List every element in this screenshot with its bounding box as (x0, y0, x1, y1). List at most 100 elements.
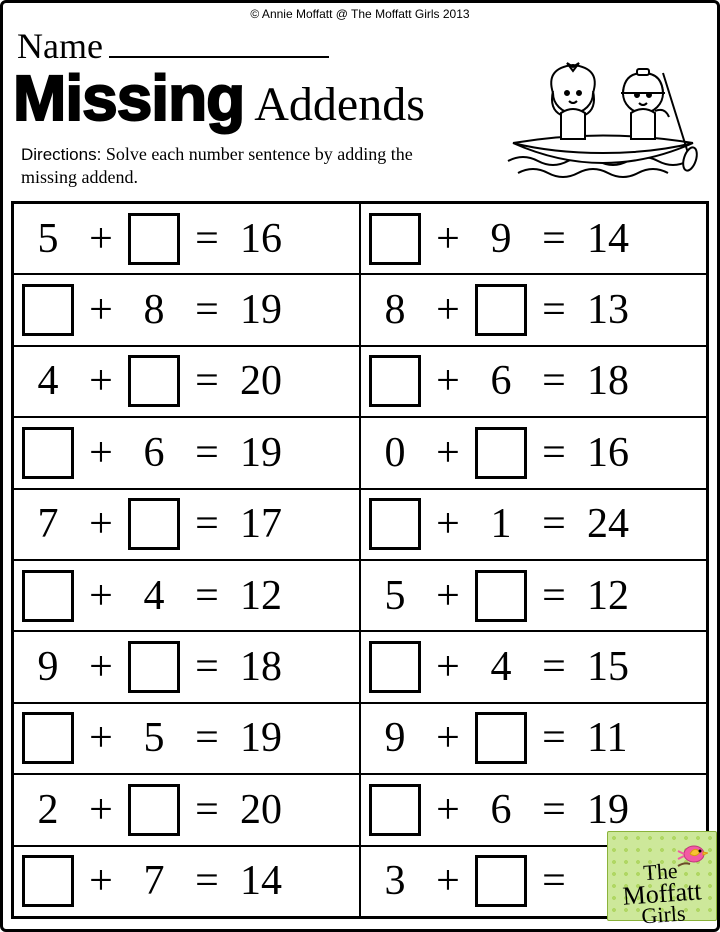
plus-sign: + (431, 429, 465, 477)
equals-sign: = (537, 857, 571, 905)
problem-cell: 5+=12 (360, 560, 707, 631)
equals-sign: = (190, 429, 224, 477)
addend-input-box[interactable] (369, 213, 421, 265)
plus-sign: + (431, 786, 465, 834)
equals-sign: = (190, 572, 224, 620)
addend-value: 4 (475, 641, 527, 693)
addend-value: 6 (475, 355, 527, 407)
addend-value: 1 (475, 498, 527, 550)
plus-sign: + (431, 215, 465, 263)
sum-value: 14 (581, 215, 698, 263)
sum-value: 20 (234, 786, 351, 834)
addend-value: 9 (475, 213, 527, 265)
sum-value: 20 (234, 357, 351, 405)
addend-input-box[interactable] (475, 855, 527, 907)
plus-sign: + (84, 500, 118, 548)
sum-value: 24 (581, 500, 698, 548)
addend-value: 8 (128, 284, 180, 336)
addend-input-box[interactable] (369, 355, 421, 407)
problem-cell: +1=24 (360, 489, 707, 560)
plus-sign: + (84, 572, 118, 620)
addend-input-box[interactable] (369, 641, 421, 693)
problem-cell: 2+ =20 (13, 774, 360, 845)
problem-cell: +9=14 (360, 203, 707, 274)
problem-cell: +5=19 (13, 703, 360, 774)
problem-cell: 9+ =18 (13, 631, 360, 702)
plus-sign: + (431, 643, 465, 691)
addend-value: 5 (128, 712, 180, 764)
equals-sign: = (537, 357, 571, 405)
equals-sign: = (190, 357, 224, 405)
sum-value: 19 (581, 786, 698, 834)
equals-sign: = (190, 215, 224, 263)
directions-label: Directions: (21, 145, 101, 164)
plus-sign: + (84, 857, 118, 905)
equals-sign: = (190, 500, 224, 548)
plus-sign: + (431, 572, 465, 620)
plus-sign: + (84, 714, 118, 762)
problem-cell: 7+=17 (13, 489, 360, 560)
plus-sign: + (431, 714, 465, 762)
equals-sign: = (190, 643, 224, 691)
addend-input-box[interactable] (128, 355, 180, 407)
equals-sign: = (537, 572, 571, 620)
problem-cell: 8+ =13 (360, 274, 707, 345)
addend-input-box[interactable] (128, 641, 180, 693)
addend-value: 9 (22, 641, 74, 693)
addend-input-box[interactable] (128, 498, 180, 550)
addend-value: 4 (22, 355, 74, 407)
addend-value: 3 (369, 855, 421, 907)
addend-value: 9 (369, 712, 421, 764)
equals-sign: = (537, 286, 571, 334)
sum-value: 19 (234, 429, 351, 477)
addend-input-box[interactable] (22, 570, 74, 622)
addend-input-box[interactable] (369, 784, 421, 836)
sum-value: 17 (234, 500, 351, 548)
addend-input-box[interactable] (475, 284, 527, 336)
addend-input-box[interactable] (475, 712, 527, 764)
plus-sign: + (431, 357, 465, 405)
problem-cell: +6=18 (360, 346, 707, 417)
sum-value: 11 (581, 714, 698, 762)
plus-sign: + (84, 643, 118, 691)
addend-input-box[interactable] (369, 498, 421, 550)
addend-input-box[interactable] (475, 570, 527, 622)
problem-cell: 0+=16 (360, 417, 707, 488)
sum-value: 19 (234, 286, 351, 334)
plus-sign: + (84, 357, 118, 405)
addend-input-box[interactable] (22, 855, 74, 907)
plus-sign: + (84, 786, 118, 834)
addend-input-box[interactable] (128, 213, 180, 265)
canoe-illustration (503, 33, 703, 183)
addend-value: 6 (475, 784, 527, 836)
addend-value: 8 (369, 284, 421, 336)
problem-cell: +4=12 (13, 560, 360, 631)
problem-cell: +4=15 (360, 631, 707, 702)
addend-value: 5 (22, 213, 74, 265)
addend-input-box[interactable] (22, 427, 74, 479)
equals-sign: = (190, 786, 224, 834)
addend-input-box[interactable] (475, 427, 527, 479)
equals-sign: = (537, 500, 571, 548)
plus-sign: + (431, 286, 465, 334)
problem-cell: +7=14 (13, 846, 360, 917)
equals-sign: = (537, 429, 571, 477)
equals-sign: = (537, 786, 571, 834)
problem-cell: 5+ =16 (13, 203, 360, 274)
addend-value: 2 (22, 784, 74, 836)
equals-sign: = (537, 643, 571, 691)
addend-input-box[interactable] (22, 284, 74, 336)
badge-text: The Moffatt Girls (606, 858, 718, 928)
addend-value: 5 (369, 570, 421, 622)
sum-value: 16 (234, 215, 351, 263)
problem-cell: 4+ =20 (13, 346, 360, 417)
problem-grid: 5+=16+9=14+8=198+=134+=20+6=18+6=190+=16… (11, 201, 709, 919)
plus-sign: + (84, 215, 118, 263)
name-input-line[interactable] (109, 30, 329, 58)
sum-value: 13 (581, 286, 698, 334)
addend-input-box[interactable] (128, 784, 180, 836)
sum-value: 18 (234, 643, 351, 691)
title-rest: Addends (254, 77, 425, 132)
addend-input-box[interactable] (22, 712, 74, 764)
sum-value: 15 (581, 643, 698, 691)
